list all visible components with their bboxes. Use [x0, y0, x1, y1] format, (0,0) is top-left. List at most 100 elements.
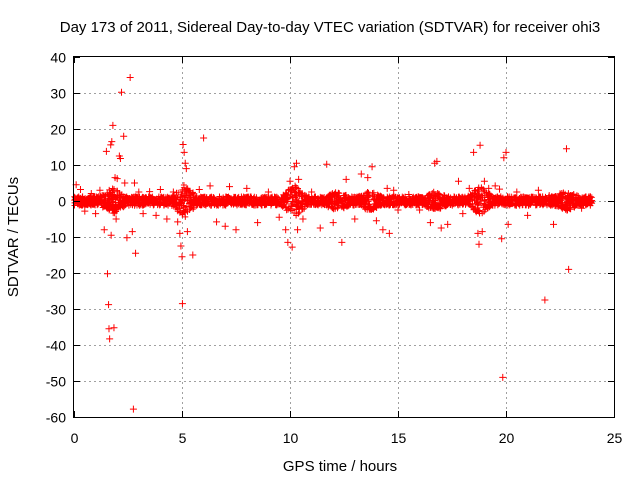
- data-point: [565, 265, 573, 273]
- data-point: [182, 165, 190, 173]
- x-tick-label: 20: [499, 430, 515, 446]
- data-point: [103, 270, 111, 278]
- data-point: [459, 210, 467, 218]
- data-point: [426, 219, 434, 227]
- data-point: [567, 192, 575, 200]
- data-point: [116, 155, 124, 163]
- data-point: [502, 148, 510, 156]
- data-point: [379, 226, 387, 234]
- data-point: [292, 159, 300, 167]
- data-point: [183, 228, 191, 236]
- data-point: [213, 218, 221, 226]
- data-point: [524, 211, 532, 219]
- data-point: [174, 218, 182, 226]
- data-point: [105, 325, 113, 333]
- data-point: [177, 242, 185, 250]
- data-point: [338, 238, 346, 246]
- data-point: [76, 185, 84, 193]
- data-point: [288, 243, 296, 251]
- data-point: [264, 188, 272, 196]
- data-point: [478, 228, 486, 236]
- data-point: [444, 220, 452, 228]
- data-point: [130, 179, 138, 187]
- data-point: [156, 185, 164, 193]
- data-point: [275, 213, 283, 221]
- data-point: [178, 300, 186, 308]
- data-point: [504, 220, 512, 228]
- data-point: [556, 190, 564, 198]
- grid: [74, 57, 614, 417]
- data-point: [243, 184, 251, 192]
- data-point: [107, 141, 115, 149]
- data-point: [118, 88, 126, 96]
- data-point: [357, 170, 365, 178]
- data-point: [81, 207, 89, 215]
- plot-frame: [73, 56, 615, 418]
- y-tick-label: 0: [58, 194, 66, 210]
- data-point: [390, 186, 398, 194]
- data-point: [385, 229, 393, 237]
- data-point: [500, 154, 508, 162]
- y-tick-label: -20: [46, 266, 66, 282]
- data-point: [329, 219, 337, 227]
- data-point: [92, 210, 100, 218]
- data-point: [437, 224, 445, 232]
- data-point: [102, 147, 110, 155]
- data-point: [169, 188, 177, 196]
- data-point: [541, 296, 549, 304]
- data-point: [128, 228, 136, 236]
- data-point: [499, 373, 507, 381]
- data-point: [107, 231, 115, 239]
- data-point: [465, 184, 473, 192]
- data-point: [372, 217, 380, 225]
- data-point: [110, 324, 118, 332]
- data-point: [120, 132, 128, 140]
- data-point: [433, 157, 441, 165]
- data-point: [181, 159, 189, 167]
- y-axis-label: SDTVAR / TECUs: [5, 177, 22, 297]
- data-point: [132, 249, 140, 257]
- data-point: [206, 182, 214, 190]
- data-point: [294, 226, 302, 234]
- data-point: [146, 188, 154, 196]
- x-tick-label: 5: [179, 430, 187, 446]
- data-point: [545, 192, 553, 200]
- data-point: [480, 177, 488, 185]
- data-point: [100, 226, 108, 234]
- data-point: [299, 215, 307, 223]
- data-point: [578, 204, 586, 212]
- y-tick-label: -50: [46, 374, 66, 390]
- data-point: [189, 251, 197, 259]
- data-point: [106, 335, 114, 343]
- data-point: [586, 193, 594, 201]
- data-point: [342, 175, 350, 183]
- data-point: [383, 184, 391, 192]
- data-point: [135, 188, 143, 196]
- data-point: [282, 226, 290, 234]
- data-point: [454, 177, 462, 185]
- data-points: [72, 74, 594, 413]
- data-band: [71, 182, 596, 220]
- data-point: [221, 222, 229, 230]
- data-point: [112, 215, 120, 223]
- data-point: [109, 121, 117, 129]
- data-point: [129, 405, 137, 413]
- data-point: [108, 138, 116, 146]
- data-point: [179, 140, 187, 148]
- data-point: [139, 210, 147, 218]
- data-point: [550, 220, 558, 228]
- y-tick-label: 10: [50, 158, 66, 174]
- chart-title: Day 173 of 2011, Sidereal Day-to-day VTE…: [60, 19, 601, 36]
- data-point: [152, 211, 160, 219]
- data-point: [96, 186, 104, 194]
- x-axis-label: GPS time / hours: [283, 458, 397, 475]
- data-point: [394, 206, 402, 214]
- data-point: [368, 163, 376, 171]
- data-point: [364, 174, 372, 182]
- data-point: [498, 235, 506, 243]
- y-tick-label: 20: [50, 122, 66, 138]
- data-point: [290, 163, 298, 171]
- data-point: [226, 183, 234, 191]
- data-point: [295, 175, 303, 183]
- y-tick-label: -30: [46, 302, 66, 318]
